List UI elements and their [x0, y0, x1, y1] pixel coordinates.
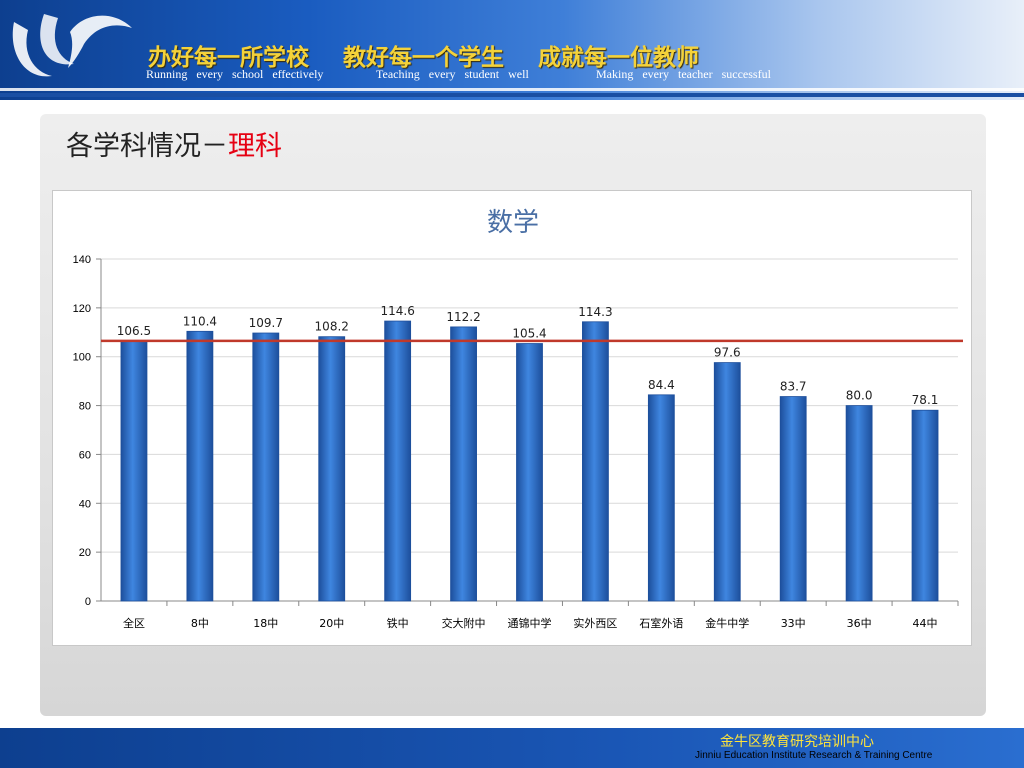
slogan-1-en: Running every school effectively [146, 67, 324, 81]
x-tick-label: 36中 [847, 617, 872, 630]
bar [252, 332, 280, 602]
x-tick-label: 铁中 [387, 617, 409, 630]
chart-container: 数学 0 20 40 60 80 100 120 140 106.5 全区 110.4 8中 109.7… [52, 190, 972, 646]
data-label: 110.4 [183, 314, 217, 328]
x-tick-label: 金牛中学 [705, 616, 749, 630]
section-title-prefix: 各学科情况－ [66, 131, 228, 162]
data-label: 112.2 [446, 310, 480, 324]
data-label: 80.0 [846, 389, 873, 403]
bar [582, 321, 609, 602]
bar [384, 320, 412, 602]
bar [779, 396, 807, 602]
slogan-3-en: Making every teacher successful [596, 67, 771, 81]
footer-org-chinese: 金牛区教育研究培训中心 [720, 734, 874, 750]
data-label: 105.4 [512, 327, 546, 341]
x-tick-label: 44中 [913, 617, 938, 630]
footer-band [0, 728, 1024, 768]
bar [450, 326, 477, 602]
data-label: 83.7 [780, 380, 807, 394]
bar [516, 343, 543, 602]
x-tick-label: 20中 [319, 617, 344, 630]
header-divider-dark [0, 93, 1024, 97]
bar [120, 340, 148, 602]
y-tick-label: 80 [79, 401, 91, 413]
data-label: 84.4 [648, 378, 675, 392]
x-tick-label: 18中 [253, 617, 278, 630]
x-tick-label: 实外西区 [573, 616, 617, 630]
bar [845, 405, 873, 602]
x-tick-label: 33中 [781, 617, 806, 630]
bar [713, 362, 741, 602]
x-tick-label: 全区 [123, 616, 145, 630]
data-label: 97.6 [714, 346, 741, 360]
y-tick-label: 60 [79, 449, 91, 461]
data-label: 106.5 [117, 324, 151, 338]
chart-title: 数学 [487, 208, 539, 238]
slogan-3-cn: 成就每一位教师 [538, 45, 699, 71]
slogan-1-cn: 办好每一所学校 [148, 45, 309, 71]
data-label: 78.1 [912, 393, 939, 407]
header-divider [0, 88, 1024, 91]
y-tick-label: 20 [79, 547, 91, 559]
bar [647, 394, 675, 602]
x-tick-label: 通锦中学 [508, 616, 552, 630]
y-tick-label: 140 [73, 254, 91, 266]
x-tick-label: 8中 [191, 617, 209, 630]
slogan-chinese: 办好每一所学校 教好每一个学生 成就每一位教师 [148, 38, 828, 78]
bar [318, 336, 346, 602]
data-label: 108.2 [315, 320, 349, 334]
bar-chart: 数学 0 20 40 60 80 100 120 140 106.5 全区 110.4 8中 109.7… [73, 208, 963, 630]
slogan-2-en: Teaching every student well [376, 67, 529, 81]
slogan-2-cn: 教好每一个学生 [343, 45, 504, 71]
logo-icon [12, 14, 132, 77]
bar [911, 409, 939, 602]
footer-org-english: Jinniu Education Institute Research & Tr… [695, 750, 933, 761]
section-title: 各学科情况－理科 [66, 124, 282, 163]
data-label: 109.7 [249, 316, 283, 330]
y-tick-label: 40 [79, 498, 91, 510]
x-tick-label: 交大附中 [442, 616, 486, 630]
y-tick-label: 100 [73, 352, 91, 364]
y-tick-label: 0 [85, 596, 91, 608]
data-label: 114.6 [380, 304, 414, 318]
header-band [0, 0, 1024, 100]
section-title-accent: 理科 [228, 131, 282, 162]
bar [186, 330, 214, 602]
data-label: 114.3 [578, 305, 612, 319]
y-tick-label: 120 [73, 303, 91, 315]
x-tick-label: 石室外语 [639, 616, 683, 630]
